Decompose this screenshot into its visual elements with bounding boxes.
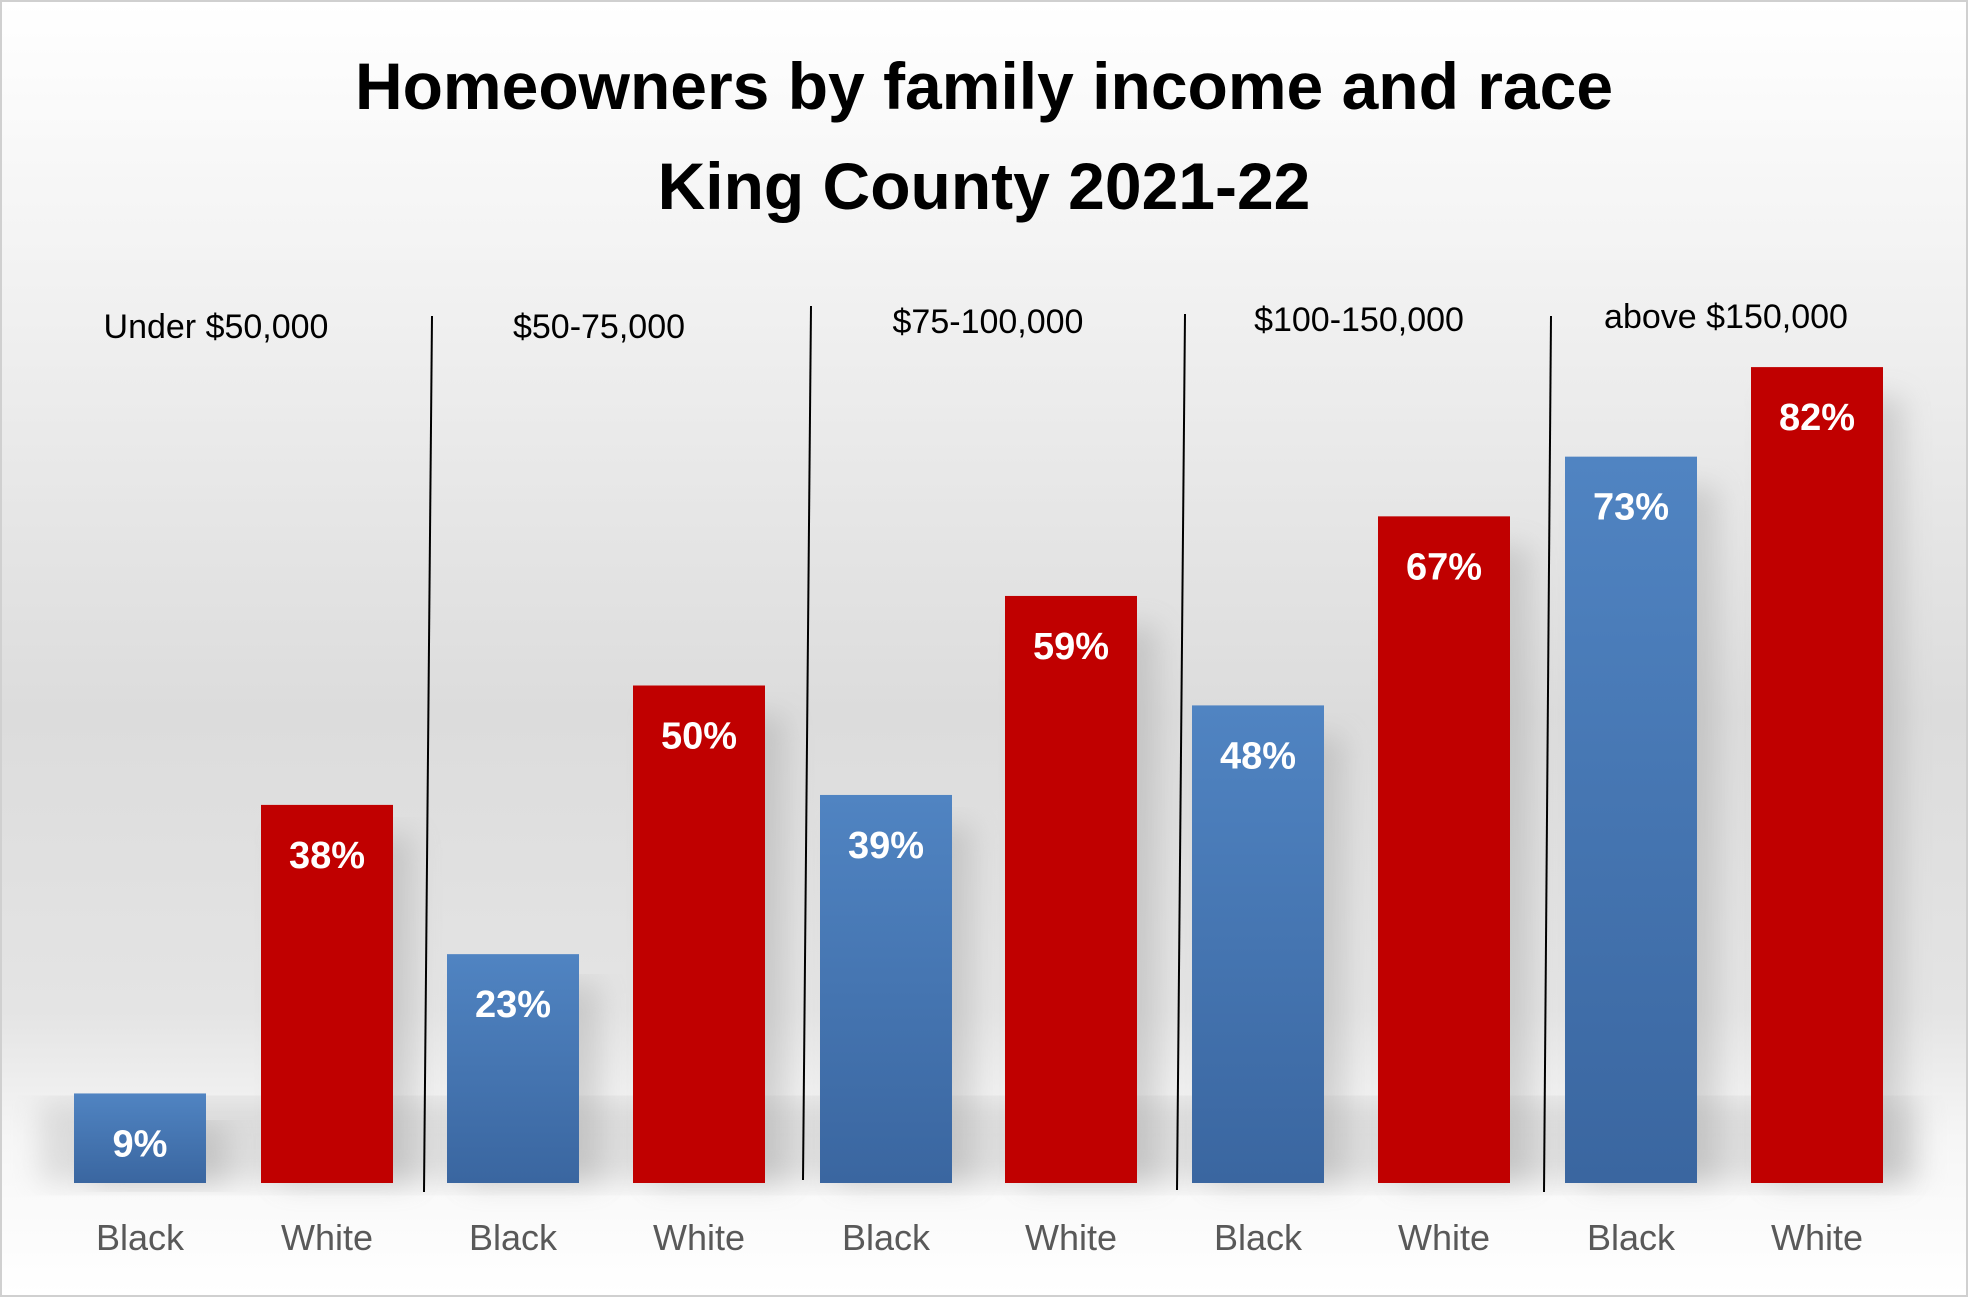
x-tick-label: Black [469, 1217, 558, 1258]
group-label: $100-150,000 [1254, 301, 1464, 339]
x-tick-label: Black [1214, 1217, 1303, 1258]
group-separator [802, 305, 812, 1181]
data-label: 9% [113, 1123, 168, 1165]
chart-title: Homeowners by family income and race [354, 49, 1614, 123]
data-label: 59% [1033, 626, 1109, 668]
x-tick-label: White [1771, 1217, 1863, 1258]
bar-white [261, 804, 393, 1183]
bar-black [74, 1093, 206, 1183]
chart-subtitle: King County 2021-22 [657, 149, 1311, 223]
x-tick-label: White [1025, 1217, 1117, 1258]
data-label: 82% [1779, 397, 1855, 439]
bar-white [1751, 367, 1883, 1184]
data-label: 39% [848, 825, 924, 867]
bar-white [1005, 595, 1137, 1183]
x-tick-label: Black [1587, 1217, 1676, 1258]
bar-black [820, 794, 952, 1183]
data-label: 38% [289, 835, 365, 877]
group-separator [1176, 313, 1186, 1191]
bar-black [1565, 456, 1697, 1183]
bar-white [633, 685, 765, 1183]
group-label: above $150,000 [1604, 298, 1848, 336]
x-tick-label: White [653, 1217, 745, 1258]
x-tick-label: Black [842, 1217, 931, 1258]
data-label: 50% [661, 716, 737, 758]
bar-black [1192, 705, 1324, 1183]
group-separator [1543, 315, 1552, 1193]
data-label: 48% [1220, 735, 1296, 777]
data-label: 73% [1593, 487, 1669, 529]
x-tick-label: White [281, 1217, 373, 1258]
bar-white [1378, 516, 1510, 1183]
data-label: 67% [1406, 546, 1482, 588]
data-label: 23% [475, 984, 551, 1026]
group-label: $75-100,000 [893, 303, 1084, 341]
x-tick-label: White [1398, 1217, 1490, 1258]
x-tick-label: Black [96, 1217, 185, 1258]
group-label: $50-75,000 [513, 308, 685, 346]
group-label: Under $50,000 [104, 308, 329, 346]
bar-black [447, 954, 579, 1183]
group-separator [423, 315, 433, 1193]
